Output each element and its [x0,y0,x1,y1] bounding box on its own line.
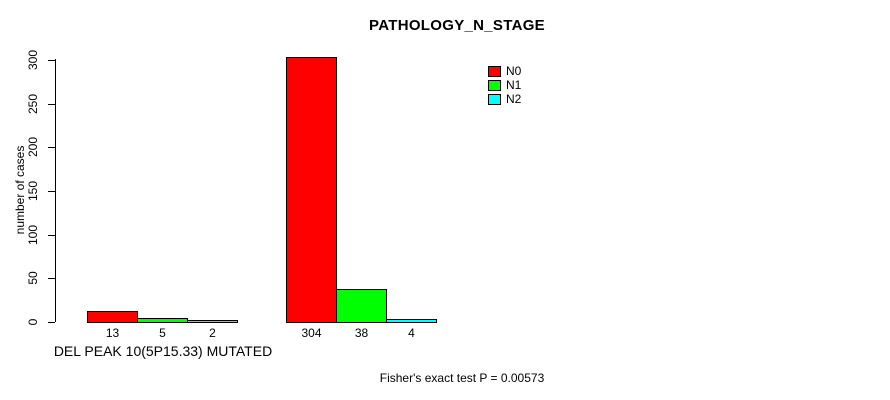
bar-value-label: 4 [408,326,415,340]
legend-label: N1 [506,78,522,92]
bar-N2-group1 [187,320,238,323]
bar-value-label: 5 [159,326,166,340]
bar-N0-group1 [87,311,138,323]
bar-N2-group2 [386,319,437,323]
x-axis-group-label: DEL PEAK 10(5P15.33) MUTATED [53,343,273,359]
legend-swatch-N1 [488,79,501,91]
bar-value-label: 304 [301,326,322,340]
legend-item: N2 [488,92,521,106]
y-tick-label: 50 [26,271,40,285]
y-tick [48,147,55,148]
legend-label: N2 [506,92,522,106]
y-tick [48,60,55,61]
y-tick [48,235,55,236]
bar-value-label: 38 [354,326,369,340]
y-tick-label: 100 [26,224,40,246]
y-tick-label: 200 [26,136,40,158]
legend-swatch-N2 [488,93,501,105]
legend-swatch-N0 [488,65,501,77]
chart-title: PATHOLOGY_N_STAGE [369,17,545,34]
legend-label: N0 [506,64,522,78]
y-tick [48,191,55,192]
legend-item: N0 [488,64,521,78]
stat-annotation: Fisher's exact test P = 0.00573 [379,371,545,385]
y-tick [48,278,55,279]
y-tick-label: 300 [26,49,40,71]
bar-N0-group2 [286,57,337,323]
y-tick-label: 250 [26,93,40,115]
y-tick [48,322,55,323]
y-axis-line [55,59,56,322]
y-tick-label: 150 [26,180,40,202]
bar-value-label: 13 [105,326,120,340]
bar-N1-group2 [336,289,387,323]
legend-item: N1 [488,78,521,92]
y-tick-label: 0 [26,318,40,326]
y-tick [48,104,55,105]
legend: N0 N1 N2 [488,64,521,106]
bar-N1-group1 [137,318,188,323]
bar-value-label: 2 [209,326,216,340]
